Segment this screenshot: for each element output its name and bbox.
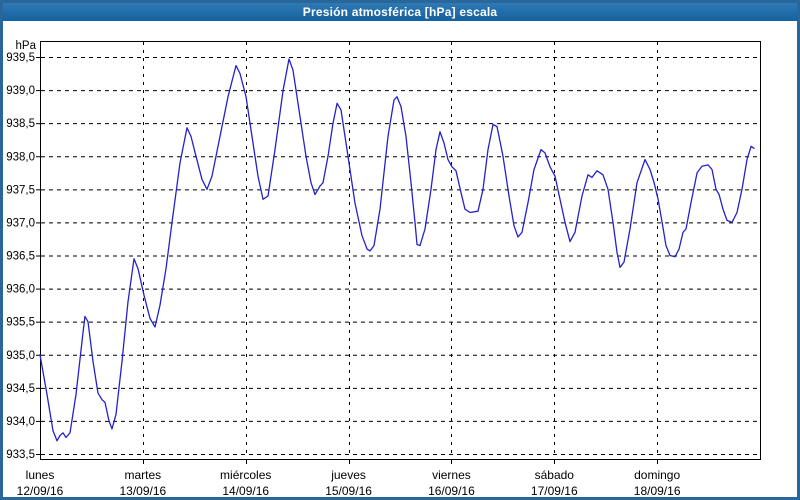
y-axis-unit-label: hPa [16, 40, 37, 52]
x-date-label: 18/09/16 [634, 484, 681, 497]
y-tick-label: 938,5 [6, 118, 35, 130]
x-day-label: lunes [26, 468, 55, 482]
y-tick-label: 939,5 [6, 52, 35, 64]
y-axis-labels: 939,5 939,0 938,5 938,0 937,5 937,0 936,5 936,0… [6, 52, 35, 461]
x-day-label: miércoles [220, 468, 271, 482]
title-bar: Presión atmosférica [hPa] escala [3, 3, 797, 21]
y-tick-label: 939,0 [6, 85, 35, 97]
gridlines [41, 42, 759, 458]
x-day-label: domingo [634, 468, 680, 482]
x-day-label: jueves [330, 468, 366, 482]
x-date-label: 14/09/16 [222, 484, 269, 497]
y-tick-label: 935,5 [6, 317, 35, 329]
x-date-label: 17/09/16 [531, 484, 578, 497]
y-tick-label: 936,5 [6, 251, 35, 263]
x-date-label: 15/09/16 [325, 484, 372, 497]
x-day-label: viernes [432, 468, 471, 482]
plot-border [40, 41, 761, 460]
axis-ticks [36, 57, 658, 464]
page-title: Presión atmosférica [hPa] escala [302, 5, 498, 19]
pressure-chart: hPa939,5939,0938,5938,0937,5937,0936,593… [6, 40, 761, 497]
y-tick-label: 938,0 [6, 151, 35, 163]
y-tick-label: 937,5 [6, 184, 35, 196]
chart-area: hPa 939,5 939,0 938,5 938,0 937,5 937,0 936,5 93… [3, 21, 797, 497]
x-day-label: sábado [535, 468, 575, 482]
pressure-line [39, 58, 755, 442]
y-tick-label: 934,0 [6, 416, 35, 428]
y-tick-label: 935,0 [6, 350, 35, 362]
x-day-label: martes [125, 468, 162, 482]
y-tick-label: 937,0 [6, 217, 35, 229]
x-date-label: 12/09/16 [17, 484, 64, 497]
x-axis-labels: lunes 12/09/16 martes 13/09/16 miércoles 14/0… [17, 468, 681, 497]
y-tick-label: 933,5 [6, 449, 35, 461]
x-date-label: 16/09/16 [428, 484, 475, 497]
y-tick-label: 936,0 [6, 284, 35, 296]
y-tick-label: 934,5 [6, 383, 35, 395]
x-date-label: 13/09/16 [119, 484, 166, 497]
